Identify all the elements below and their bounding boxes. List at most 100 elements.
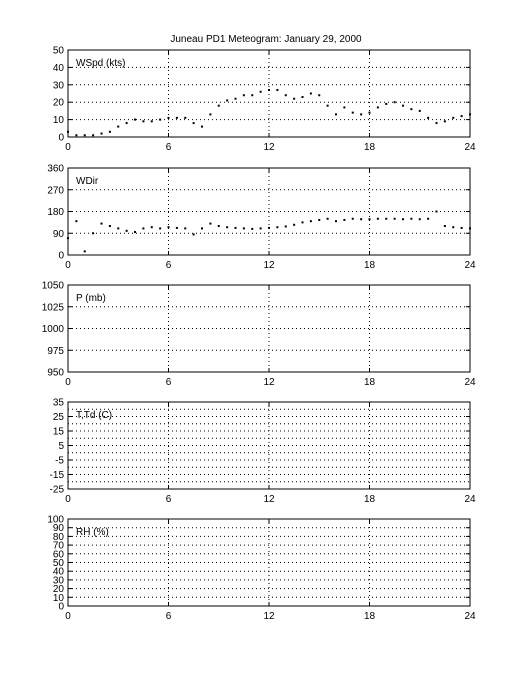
data-point	[460, 226, 463, 229]
data-point	[335, 220, 337, 223]
y-tick-label: 60	[53, 549, 65, 560]
data-point	[159, 227, 162, 230]
data-point	[217, 225, 220, 227]
x-tick-label: 12	[263, 142, 275, 153]
y-tick-label: 1025	[42, 302, 65, 313]
y-tick-label: 180	[47, 207, 64, 218]
data-point	[326, 104, 329, 107]
x-tick-label: 24	[464, 611, 476, 622]
data-point	[192, 122, 195, 125]
x-tick-label: 0	[65, 611, 71, 622]
data-point	[175, 226, 178, 229]
data-point	[201, 125, 203, 128]
data-point	[134, 231, 136, 234]
data-point	[309, 92, 312, 95]
data-point	[75, 220, 78, 223]
series-0	[67, 210, 471, 253]
y-tick-label: 10	[53, 115, 65, 126]
data-point	[402, 104, 404, 107]
y-tick-label: 70	[53, 541, 65, 552]
x-tick-label: 0	[65, 142, 71, 153]
data-point	[368, 111, 371, 114]
data-point	[83, 134, 86, 137]
data-point	[92, 134, 95, 137]
y-tick-label: 360	[47, 164, 64, 175]
data-point	[150, 226, 153, 229]
data-point	[226, 99, 229, 102]
data-point	[100, 222, 103, 225]
panel-label: WSpd (kts)	[76, 58, 125, 69]
data-point	[452, 116, 455, 119]
x-tick-label: 6	[166, 142, 172, 153]
data-point	[469, 113, 471, 116]
data-point	[284, 225, 287, 228]
data-point	[251, 94, 254, 97]
y-tick-label: -25	[50, 485, 65, 496]
y-tick-label: -5	[55, 456, 64, 467]
data-point	[385, 217, 388, 220]
data-point	[201, 227, 203, 230]
data-point	[83, 250, 86, 253]
data-point	[209, 222, 212, 225]
panel-1: 0 6 12 18 24 0 90 180 270 360 WDir	[47, 164, 476, 272]
data-point	[150, 120, 153, 123]
y-tick-label: 1000	[42, 324, 65, 335]
y-tick-label: 30	[53, 80, 65, 91]
data-point	[217, 104, 220, 107]
data-point	[393, 101, 396, 104]
data-point	[435, 122, 438, 125]
data-point	[125, 122, 128, 125]
data-point	[75, 134, 78, 137]
data-point	[326, 217, 329, 220]
data-point	[469, 227, 471, 230]
y-tick-label: 975	[47, 346, 64, 357]
data-point	[142, 120, 145, 123]
x-tick-label: 6	[166, 260, 172, 271]
data-point	[268, 226, 270, 229]
panel-3: 0 6 12 18 24 -25 -15 -5 5 15 25 35 T,Td (C)	[50, 398, 476, 506]
panel-0: 0 6 12 18 24 0 10 20 30 40 50 WSpd (kts)	[53, 46, 476, 154]
data-point	[184, 227, 187, 230]
x-tick-label: 18	[364, 260, 376, 271]
data-point	[418, 109, 421, 112]
y-tick-label: 80	[53, 532, 65, 543]
x-tick-label: 24	[464, 260, 476, 271]
data-point	[117, 227, 120, 230]
x-tick-label: 18	[364, 611, 376, 622]
figure-title: Juneau PD1 Meteogram: January 29, 2000	[170, 34, 362, 45]
data-point	[301, 221, 304, 224]
y-tick-label: 0	[58, 251, 64, 262]
data-point	[293, 97, 296, 100]
data-point	[284, 94, 287, 97]
data-point	[443, 120, 446, 123]
data-point	[318, 218, 321, 221]
y-tick-label: -15	[50, 470, 65, 481]
panel-label: T,Td (C)	[76, 410, 112, 421]
data-point	[234, 226, 237, 229]
data-point	[410, 108, 413, 111]
x-tick-label: 12	[263, 611, 275, 622]
x-tick-label: 24	[464, 142, 476, 153]
data-point	[418, 218, 421, 221]
x-tick-label: 0	[65, 260, 71, 271]
data-point	[259, 227, 262, 230]
y-tick-label: 0	[58, 133, 64, 144]
x-tick-label: 24	[464, 377, 476, 388]
x-tick-label: 12	[263, 494, 275, 505]
y-tick-label: 100	[47, 515, 64, 526]
y-tick-label: 1050	[42, 281, 65, 292]
data-point	[360, 113, 363, 116]
series-0	[67, 89, 471, 137]
y-tick-label: 35	[53, 398, 65, 409]
data-point	[242, 227, 245, 230]
data-point	[402, 218, 404, 221]
y-tick-label: 50	[53, 558, 65, 569]
y-tick-label: 5	[58, 441, 64, 452]
data-point	[134, 118, 136, 121]
data-point	[393, 217, 396, 220]
data-point	[67, 237, 69, 240]
y-tick-label: 950	[47, 368, 64, 379]
data-point	[226, 226, 229, 229]
